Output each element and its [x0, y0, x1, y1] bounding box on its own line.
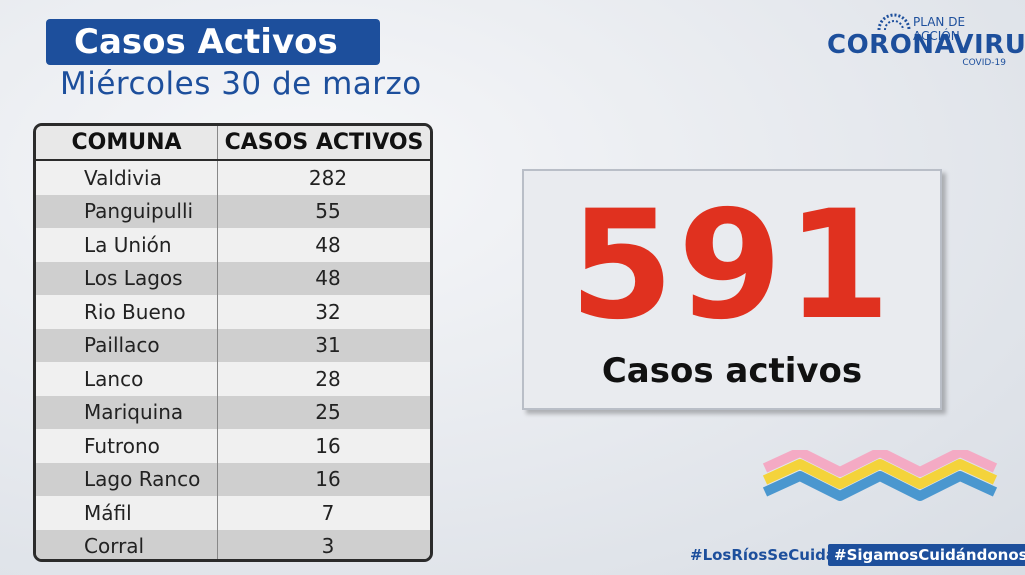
table-row: Lago Ranco 16 — [36, 462, 430, 496]
casos-cell: 16 — [217, 429, 430, 463]
comuna-cell: Valdivia — [36, 160, 218, 195]
total-cases-label: Casos activos — [601, 351, 863, 391]
comuna-cell: Máfil — [36, 496, 218, 530]
government-emblem-icon — [877, 13, 911, 31]
total-cases-number: 591 — [569, 179, 895, 353]
coronavirus-logo: PLAN DE ACCIÓN CORONAVIRUS COVID-19 — [825, 10, 1025, 68]
table-row: Valdivia 282 — [36, 160, 430, 195]
comuna-cell: Lago Ranco — [36, 462, 218, 496]
casos-cell: 32 — [217, 295, 430, 329]
logo-sub-text: COVID-19 — [962, 58, 1006, 68]
casos-cell: 55 — [217, 194, 430, 228]
comuna-cell: Futrono — [36, 429, 218, 463]
table-row: Rio Bueno 32 — [36, 295, 430, 329]
comuna-cell: La Unión — [36, 228, 218, 262]
logo-plan-text: PLAN DE ACCIÓN — [913, 15, 966, 43]
table-row: Los Lagos 48 — [36, 261, 430, 295]
header-comuna: COMUNA — [36, 126, 218, 161]
table-row: Futrono 16 — [36, 429, 430, 463]
casos-cell: 48 — [217, 228, 430, 262]
table-row: Corral 3 — [36, 529, 430, 559]
comuna-cell: Corral — [36, 529, 218, 559]
comuna-cell: Los Lagos — [36, 261, 218, 295]
header-casos: CASOS ACTIVOS — [217, 126, 430, 161]
comuna-cell: Lanco — [36, 362, 218, 396]
comuna-cell: Mariquina — [36, 395, 218, 429]
title-banner: Casos Activos — [46, 19, 380, 65]
page-title: Casos Activos — [74, 22, 338, 62]
regional-wave-icon — [762, 450, 998, 501]
casos-cell: 7 — [217, 496, 430, 530]
table-row: Paillaco 31 — [36, 328, 430, 362]
table-row: Lanco 28 — [36, 362, 430, 396]
cases-table: COMUNA CASOS ACTIVOS Valdivia 282 Panguip… — [33, 123, 433, 562]
casos-cell: 31 — [217, 328, 430, 362]
casos-cell: 25 — [217, 395, 430, 429]
comuna-cell: Paillaco — [36, 328, 218, 362]
comuna-cell: Panguipulli — [36, 194, 218, 228]
casos-cell: 282 — [217, 160, 430, 195]
table-header-row: COMUNA CASOS ACTIVOS — [36, 126, 430, 161]
table-row: Panguipulli 55 — [36, 194, 430, 228]
casos-cell: 16 — [217, 462, 430, 496]
hashtag-sigamos: #SigamosCuidándonos — [828, 544, 1025, 566]
comuna-cell: Rio Bueno — [36, 295, 218, 329]
hashtag-los-rios: #LosRíosSeCuida — [690, 546, 836, 564]
casos-cell: 48 — [217, 261, 430, 295]
casos-cell: 3 — [217, 529, 430, 559]
date-subtitle: Miércoles 30 de marzo — [60, 66, 422, 102]
logo-main-text: CORONAVIRUS — [827, 30, 1025, 60]
casos-cell: 28 — [217, 362, 430, 396]
table-row: Mariquina 25 — [36, 395, 430, 429]
table-row: Máfil 7 — [36, 496, 430, 530]
table-row: La Unión 48 — [36, 228, 430, 262]
total-cases-card: 591 Casos activos — [522, 169, 942, 410]
